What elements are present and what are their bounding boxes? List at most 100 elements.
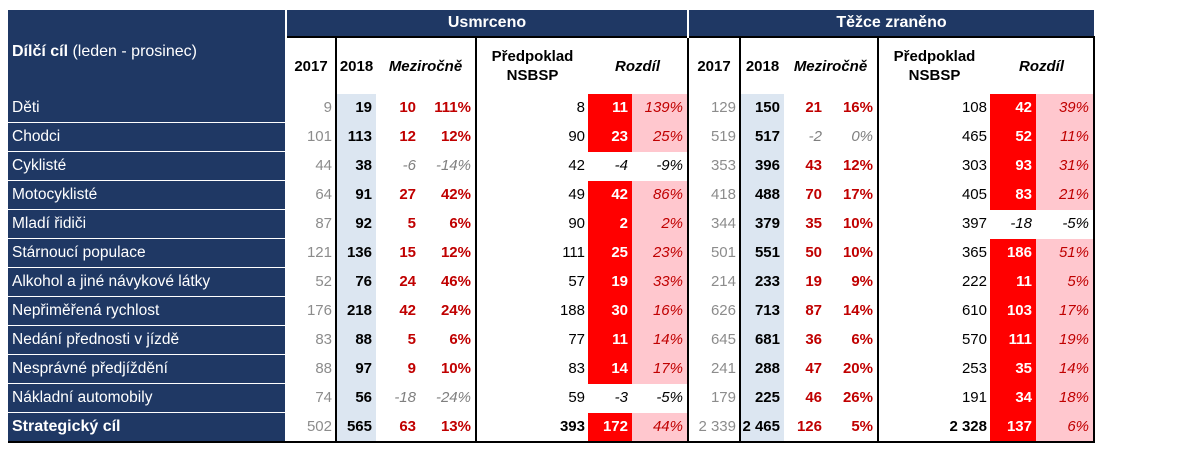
header-diff-killed: Rozdíl <box>588 36 689 94</box>
injured-prediction: 465 <box>877 122 990 152</box>
table-row: Motocyklisté 64 91 27 42% 49 42 86% 418 488 70 17% 4… <box>8 180 1095 210</box>
row-label: Cyklisté <box>8 151 286 181</box>
killed-diff-pct: 25% <box>632 122 689 152</box>
injured-diff-pct: -5% <box>1036 209 1095 239</box>
table-row: Nesprávné předjíždění 88 97 9 10% 83 14 17% 241 2… <box>8 354 1095 384</box>
killed-prediction: 111 <box>475 238 588 268</box>
header-pred-line1: Předpoklad <box>893 48 976 65</box>
killed-diff-pct: 2% <box>632 209 689 239</box>
injured-yoy-pct: 12% <box>842 157 873 174</box>
killed-yoy-pct: 6% <box>449 215 471 232</box>
injured-2018: 488 <box>739 180 784 210</box>
injured-yoy-pct: 20% <box>842 360 873 377</box>
killed-2017: 83 <box>285 325 336 355</box>
header-2017-killed: 2017 <box>285 36 336 94</box>
injured-prediction: 191 <box>877 383 990 413</box>
killed-diff-abs: 172 <box>588 412 632 443</box>
injured-prediction: 108 <box>877 94 990 123</box>
killed-diff-pct: 14% <box>632 325 689 355</box>
killed-yoy-pct: 6% <box>449 331 471 348</box>
killed-2017: 101 <box>285 122 336 152</box>
injured-diff-pct: 39% <box>1036 94 1095 123</box>
killed-2017: 74 <box>285 383 336 413</box>
killed-diff-abs: 14 <box>588 354 632 384</box>
group-header-injured: Těžce zraněno <box>687 10 1094 37</box>
injured-yoy-pct: 26% <box>842 389 873 406</box>
injured-yoy-abs: 21 <box>805 99 822 117</box>
injured-yoy-abs: 70 <box>805 186 822 203</box>
killed-diff-pct: 23% <box>632 238 689 268</box>
injured-yoy-pct: 14% <box>842 302 873 319</box>
injured-2017: 129 <box>688 94 740 123</box>
killed-diff-abs: -4 <box>588 151 632 181</box>
killed-yoy-pct: 111% <box>434 99 471 117</box>
row-label: Mladí řidiči <box>8 209 286 239</box>
killed-diff-pct: 139% <box>632 94 689 123</box>
injured-2017: 353 <box>688 151 740 181</box>
killed-yoy-abs: 12 <box>399 128 416 145</box>
injured-2017: 519 <box>688 122 740 152</box>
killed-yoy-pct: 12% <box>440 244 471 261</box>
injured-diff-abs: 103 <box>990 296 1036 326</box>
killed-2017: 87 <box>285 209 336 239</box>
killed-diff-pct: 86% <box>632 180 689 210</box>
injured-yoy-pct: 9% <box>851 273 873 290</box>
row-label: Alkohol a jiné návykové látky <box>8 267 286 297</box>
header-2018-killed: 2018 <box>335 36 376 94</box>
injured-yoy-abs: 46 <box>805 389 822 406</box>
injured-2018: 713 <box>739 296 784 326</box>
header-2017-injured: 2017 <box>688 36 740 94</box>
killed-yoy-abs: 24 <box>399 273 416 290</box>
statistics-table: Dílčí cíl (leden - prosinec) Usmrceno Tě… <box>8 10 1095 443</box>
injured-2017: 214 <box>688 267 740 297</box>
killed-2017: 64 <box>285 180 336 210</box>
injured-yoy-abs: 50 <box>805 244 822 261</box>
killed-yoy-abs: 5 <box>407 215 416 232</box>
injured-2018: 379 <box>739 209 784 239</box>
killed-2018: 218 <box>335 296 376 326</box>
killed-yoy-abs: 5 <box>407 331 416 348</box>
killed-diff-abs: 11 <box>588 94 632 123</box>
killed-prediction: 90 <box>475 122 588 152</box>
row-label: Stárnoucí populace <box>8 238 286 268</box>
killed-yoy-abs: 63 <box>376 412 420 443</box>
injured-yoy-pct: 6% <box>851 331 873 348</box>
injured-diff-abs: 83 <box>990 180 1036 210</box>
injured-diff-pct: 51% <box>1036 238 1095 268</box>
header-pred-line2: NSBSP <box>908 67 961 84</box>
injured-yoy-abs: 47 <box>805 360 822 377</box>
group-header-killed: Usmrceno <box>285 10 688 37</box>
killed-diff-abs: 25 <box>588 238 632 268</box>
killed-yoy-pct: 42% <box>440 186 471 203</box>
injured-prediction: 610 <box>877 296 990 326</box>
killed-diff-abs: -3 <box>588 383 632 413</box>
injured-2018: 225 <box>739 383 784 413</box>
injured-yoy-abs: 35 <box>805 215 822 232</box>
killed-2018: 136 <box>335 238 376 268</box>
table-row: Mladí řidiči 87 92 5 6% 90 2 2% 344 379 35 10% 397 -1… <box>8 209 1095 239</box>
injured-2017: 241 <box>688 354 740 384</box>
killed-diff-abs: 23 <box>588 122 632 152</box>
killed-yoy-abs: 15 <box>399 244 416 261</box>
killed-yoy-abs: 9 <box>407 360 416 377</box>
row-label: Nesprávné předjíždění <box>8 354 286 384</box>
killed-yoy-pct: 13% <box>420 412 476 443</box>
injured-2017: 344 <box>688 209 740 239</box>
killed-yoy-pct: -14% <box>435 157 471 174</box>
injured-diff-abs: 111 <box>990 325 1036 355</box>
killed-diff-pct: -5% <box>632 383 689 413</box>
header-diff-injured: Rozdíl <box>990 36 1095 94</box>
injured-2017: 501 <box>688 238 740 268</box>
killed-yoy-pct: 24% <box>440 302 471 319</box>
injured-prediction: 365 <box>877 238 990 268</box>
killed-diff-pct: 16% <box>632 296 689 326</box>
injured-2017: 626 <box>688 296 740 326</box>
killed-2017: 176 <box>285 296 336 326</box>
table-row: Stárnoucí populace 121 136 15 12% 111 25 23% 501… <box>8 238 1095 268</box>
table-row: Děti 9 19 10 111% 8 11 139% 129 150 21 16% 108 42 39% <box>8 94 1095 123</box>
injured-diff-abs: 42 <box>990 94 1036 123</box>
killed-yoy-abs: -18 <box>394 389 416 406</box>
header-2018-injured: 2018 <box>739 36 784 94</box>
injured-yoy-abs: 43 <box>805 157 822 174</box>
killed-prediction: 49 <box>475 180 588 210</box>
